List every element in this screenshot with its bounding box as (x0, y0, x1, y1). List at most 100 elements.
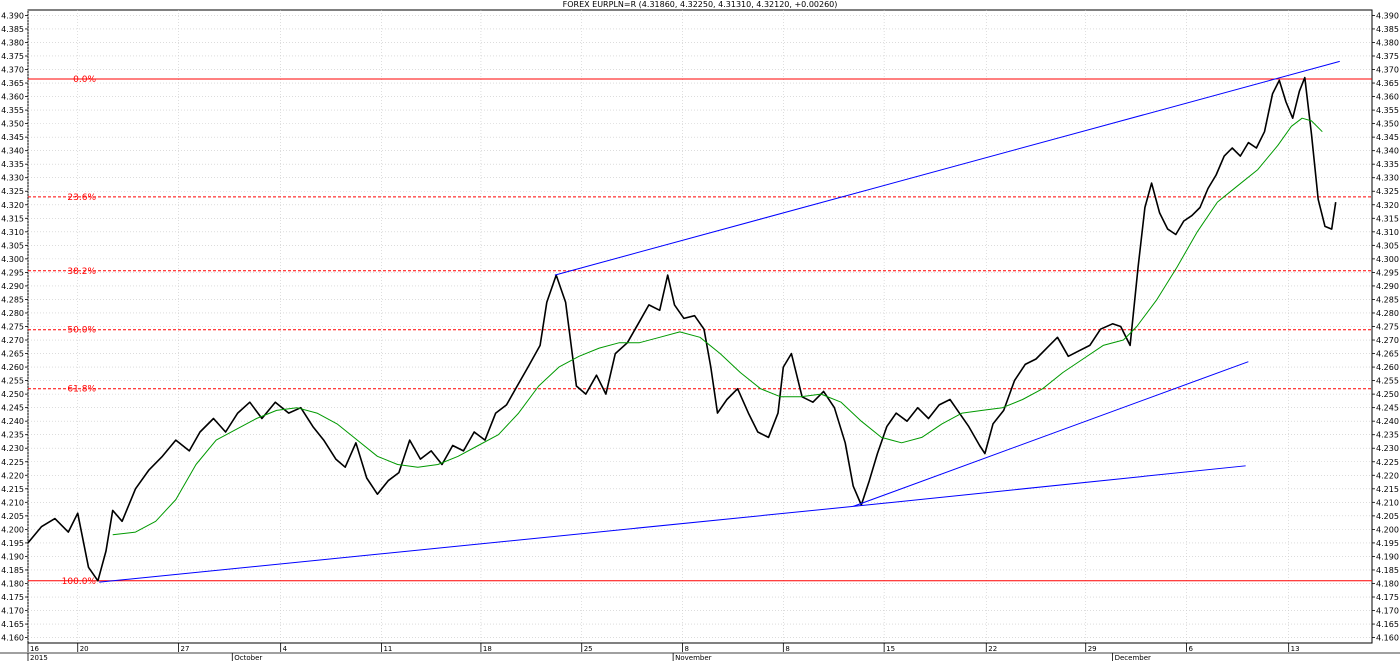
y-tick-label-left: 4.205 (1, 512, 24, 521)
x-tick-label: 22 (988, 645, 997, 653)
y-tick-label-left: 4.225 (1, 458, 24, 467)
fib-level-label: 0.0% (73, 75, 96, 85)
y-tick-label-left: 4.265 (1, 350, 24, 359)
x-tick-label: 6 (1189, 645, 1194, 653)
y-tick-label-left: 4.260 (1, 363, 24, 372)
y-tick-label-right: 4.325 (1376, 187, 1399, 196)
y-tick-label-left: 4.310 (1, 228, 24, 237)
y-tick-label-left: 4.280 (1, 309, 24, 318)
y-tick-label-left: 4.315 (1, 214, 24, 223)
y-tick-label-right: 4.245 (1376, 404, 1399, 413)
y-tick-label-right: 4.195 (1376, 539, 1399, 548)
y-tick-label-right: 4.355 (1376, 106, 1399, 115)
y-tick-label-right: 4.160 (1376, 634, 1399, 643)
y-tick-label-right: 4.175 (1376, 593, 1399, 602)
y-tick-label-left: 4.250 (1, 390, 24, 399)
y-tick-label-left: 4.370 (1, 66, 24, 75)
y-tick-label-right: 4.370 (1376, 66, 1399, 75)
y-tick-label-left: 4.390 (1, 11, 24, 20)
y-tick-label-right: 4.270 (1376, 336, 1399, 345)
y-tick-label-right: 4.310 (1376, 228, 1399, 237)
y-tick-label-left: 4.360 (1, 93, 24, 102)
y-tick-label-right: 4.290 (1376, 282, 1399, 291)
y-tick-label-left: 4.255 (1, 377, 24, 386)
trendline (853, 465, 1246, 507)
y-tick-label-right: 4.220 (1376, 471, 1399, 480)
y-tick-label-right: 4.350 (1376, 120, 1399, 129)
y-tick-label-right: 4.340 (1376, 147, 1399, 156)
y-tick-label-left: 4.300 (1, 255, 24, 264)
y-tick-label-right: 4.210 (1376, 498, 1399, 507)
y-tick-label-left: 4.290 (1, 282, 24, 291)
y-tick-label-left: 4.215 (1, 485, 24, 494)
y-tick-label-right: 4.320 (1376, 201, 1399, 210)
y-tick-label-left: 4.185 (1, 566, 24, 575)
y-tick-label-left: 4.230 (1, 444, 24, 453)
fib-level-label: 38.2% (67, 267, 96, 277)
fib-level-label: 23.6% (67, 193, 96, 203)
y-tick-label-left: 4.380 (1, 38, 24, 47)
y-tick-label-right: 4.200 (1376, 525, 1399, 534)
month-label: November (675, 654, 712, 661)
y-tick-label-right: 4.360 (1376, 93, 1399, 102)
y-tick-label-left: 4.345 (1, 133, 24, 142)
y-tick-label-left: 4.275 (1, 323, 24, 332)
y-tick-label-left: 4.355 (1, 106, 24, 115)
x-tick-label: 29 (1088, 645, 1097, 653)
y-tick-label-right: 4.215 (1376, 485, 1399, 494)
y-tick-label-right: 4.280 (1376, 309, 1399, 318)
y-tick-label-left: 4.320 (1, 201, 24, 210)
y-tick-label-right: 4.315 (1376, 214, 1399, 223)
y-tick-label-left: 4.240 (1, 417, 24, 426)
y-tick-label-right: 4.365 (1376, 79, 1399, 88)
x-tick-label: 15 (886, 645, 895, 653)
fib-level-label: 100.0% (62, 577, 97, 587)
moving-average-line (112, 117, 1323, 536)
y-tick-label-left: 4.325 (1, 187, 24, 196)
x-tick-label: 20 (80, 645, 89, 653)
y-tick-label-right: 4.260 (1376, 363, 1399, 372)
trendline (99, 505, 854, 583)
y-tick-label-left: 4.200 (1, 525, 24, 534)
y-tick-label-left: 4.340 (1, 147, 24, 156)
month-label: October (234, 654, 262, 661)
y-tick-label-left: 4.165 (1, 620, 24, 629)
month-label: 2015 (30, 654, 48, 661)
y-tick-label-right: 4.170 (1376, 607, 1399, 616)
y-tick-label-left: 4.350 (1, 120, 24, 129)
y-tick-label-right: 4.375 (1376, 52, 1399, 61)
x-tick-label: 25 (584, 645, 593, 653)
y-tick-label-right: 4.345 (1376, 133, 1399, 142)
y-tick-label-left: 4.160 (1, 634, 24, 643)
y-tick-label-right: 4.390 (1376, 11, 1399, 20)
y-tick-label-left: 4.195 (1, 539, 24, 548)
y-tick-label-right: 4.180 (1376, 579, 1399, 588)
y-tick-label-right: 4.265 (1376, 350, 1399, 359)
y-tick-label-right: 4.240 (1376, 417, 1399, 426)
y-tick-label-right: 4.225 (1376, 458, 1399, 467)
fib-level-label: 61.8% (67, 385, 96, 395)
y-tick-label-left: 4.170 (1, 607, 24, 616)
x-tick-label: 8 (685, 645, 689, 653)
y-tick-label-left: 4.305 (1, 241, 24, 250)
y-tick-label-right: 4.385 (1376, 25, 1399, 34)
y-tick-label-left: 4.375 (1, 52, 24, 61)
y-tick-label-right: 4.250 (1376, 390, 1399, 399)
y-tick-label-right: 4.185 (1376, 566, 1399, 575)
y-tick-label-left: 4.270 (1, 336, 24, 345)
y-tick-label-left: 4.330 (1, 174, 24, 183)
chart-title: FOREX EURPLN=R (4.31860, 4.32250, 4.3131… (563, 0, 838, 9)
x-tick-label: 16 (30, 645, 39, 653)
y-tick-label-left: 4.245 (1, 404, 24, 413)
y-tick-label-left: 4.365 (1, 79, 24, 88)
trendline (554, 60, 1340, 276)
y-tick-label-left: 4.335 (1, 160, 24, 169)
x-tick-label: 4 (283, 645, 288, 653)
trendline (853, 361, 1249, 507)
x-tick-label: 18 (483, 645, 492, 653)
y-tick-label-left: 4.175 (1, 593, 24, 602)
y-tick-label-right: 4.205 (1376, 512, 1399, 521)
x-tick-label: 11 (383, 645, 392, 653)
y-tick-label-right: 4.165 (1376, 620, 1399, 629)
y-tick-label-left: 4.295 (1, 268, 24, 277)
